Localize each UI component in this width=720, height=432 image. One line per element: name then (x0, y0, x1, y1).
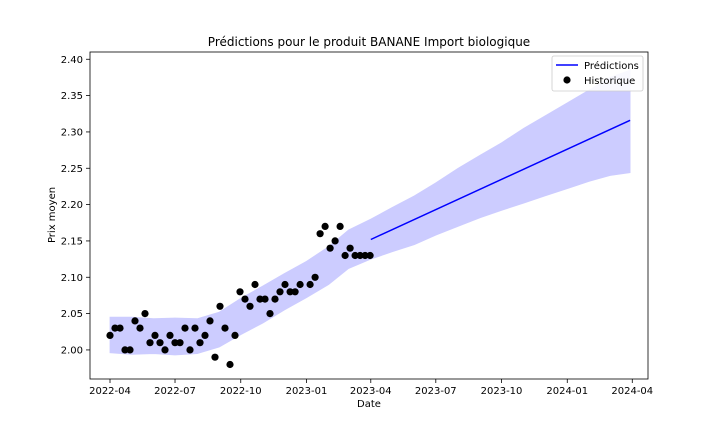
history-point (146, 339, 154, 347)
history-point (171, 339, 179, 347)
history-point (241, 295, 249, 303)
history-point (116, 324, 124, 332)
history-point (176, 339, 184, 347)
history-point (311, 273, 319, 281)
history-point (296, 280, 304, 289)
history-point (196, 339, 204, 347)
y-tick-label: 2.10 (61, 273, 83, 284)
history-point (331, 237, 339, 245)
history-point (261, 295, 269, 303)
history-point (266, 310, 274, 318)
plot-frame (89, 51, 649, 380)
y-tick-label: 2.25 (61, 164, 83, 175)
history-point (286, 288, 294, 296)
history-point (156, 339, 164, 347)
confidence-band-layer (109, 69, 631, 356)
history-point (366, 251, 374, 260)
prediction-layer (370, 119, 631, 241)
history-point (141, 310, 149, 318)
history-point (161, 346, 169, 354)
history-point (166, 331, 174, 339)
y-axis: 2.00 2.05 2.10 2.15 2.20 2.25 2.30 2.35 2.40 (61, 55, 90, 356)
legend-label-predictions: Prédictions (584, 60, 639, 72)
history-point (226, 360, 234, 369)
x-tick-label: 2022-04 (89, 386, 131, 397)
history-point (306, 280, 314, 289)
x-tick-label: 2022-10 (220, 386, 262, 397)
history-point (321, 222, 329, 230)
history-point (246, 302, 254, 310)
history-point (216, 302, 224, 310)
history-point (271, 295, 279, 303)
x-tick-label: 2023-07 (415, 386, 457, 397)
y-tick-label: 2.20 (61, 200, 83, 211)
x-axis: 2022-04 2022-07 2022-10 2023-01 2023-04 2023-… (89, 379, 653, 397)
y-tick-label: 2.15 (61, 236, 83, 247)
history-point (291, 288, 299, 296)
history-point (151, 331, 159, 339)
history-point (211, 353, 219, 361)
y-tick-label: 2.35 (61, 91, 83, 102)
history-layer (106, 222, 374, 369)
y-tick-label: 2.05 (61, 309, 83, 320)
prediction-line (370, 119, 631, 241)
y-tick-label: 2.30 (61, 127, 83, 138)
history-point (136, 324, 144, 332)
history-point (231, 331, 239, 339)
history-point (236, 288, 244, 296)
history-point (201, 331, 209, 339)
y-tick-label: 2.00 (61, 345, 83, 356)
history-point (341, 251, 349, 260)
x-axis-label: Date (357, 399, 381, 410)
x-tick-label: 2023-10 (481, 386, 523, 397)
x-tick-label: 2023-04 (350, 386, 392, 397)
history-point (361, 251, 369, 260)
history-point (281, 280, 289, 289)
x-tick-label: 2023-01 (286, 386, 328, 397)
legend: Prédictions Historique (551, 55, 644, 92)
history-point (251, 280, 259, 289)
history-point (256, 295, 264, 303)
history-point (346, 244, 354, 252)
history-point (106, 331, 114, 339)
history-point (221, 324, 229, 332)
history-point (276, 288, 284, 296)
history-point (186, 346, 194, 354)
x-tick-label: 2024-04 (611, 386, 653, 397)
x-tick-label: 2024-01 (546, 386, 588, 397)
y-tick-label: 2.40 (61, 55, 83, 66)
history-point (121, 346, 129, 354)
history-point (206, 317, 214, 325)
history-point (191, 324, 199, 332)
y-axis-label: Prix moyen (47, 187, 58, 243)
history-point (131, 317, 139, 325)
confidence-band (109, 69, 631, 356)
history-point (356, 251, 364, 260)
legend-history-marker (563, 76, 571, 84)
history-point (181, 324, 189, 332)
x-tick-label: 2022-07 (154, 386, 196, 397)
history-point (316, 230, 324, 238)
history-point (126, 346, 134, 354)
legend-label-historique: Historique (584, 76, 635, 87)
history-point (111, 324, 119, 332)
chart-title: Prédictions pour le produit BANANE Impor… (208, 35, 530, 49)
history-point (351, 251, 359, 260)
history-point (336, 222, 344, 230)
history-point (326, 244, 334, 252)
